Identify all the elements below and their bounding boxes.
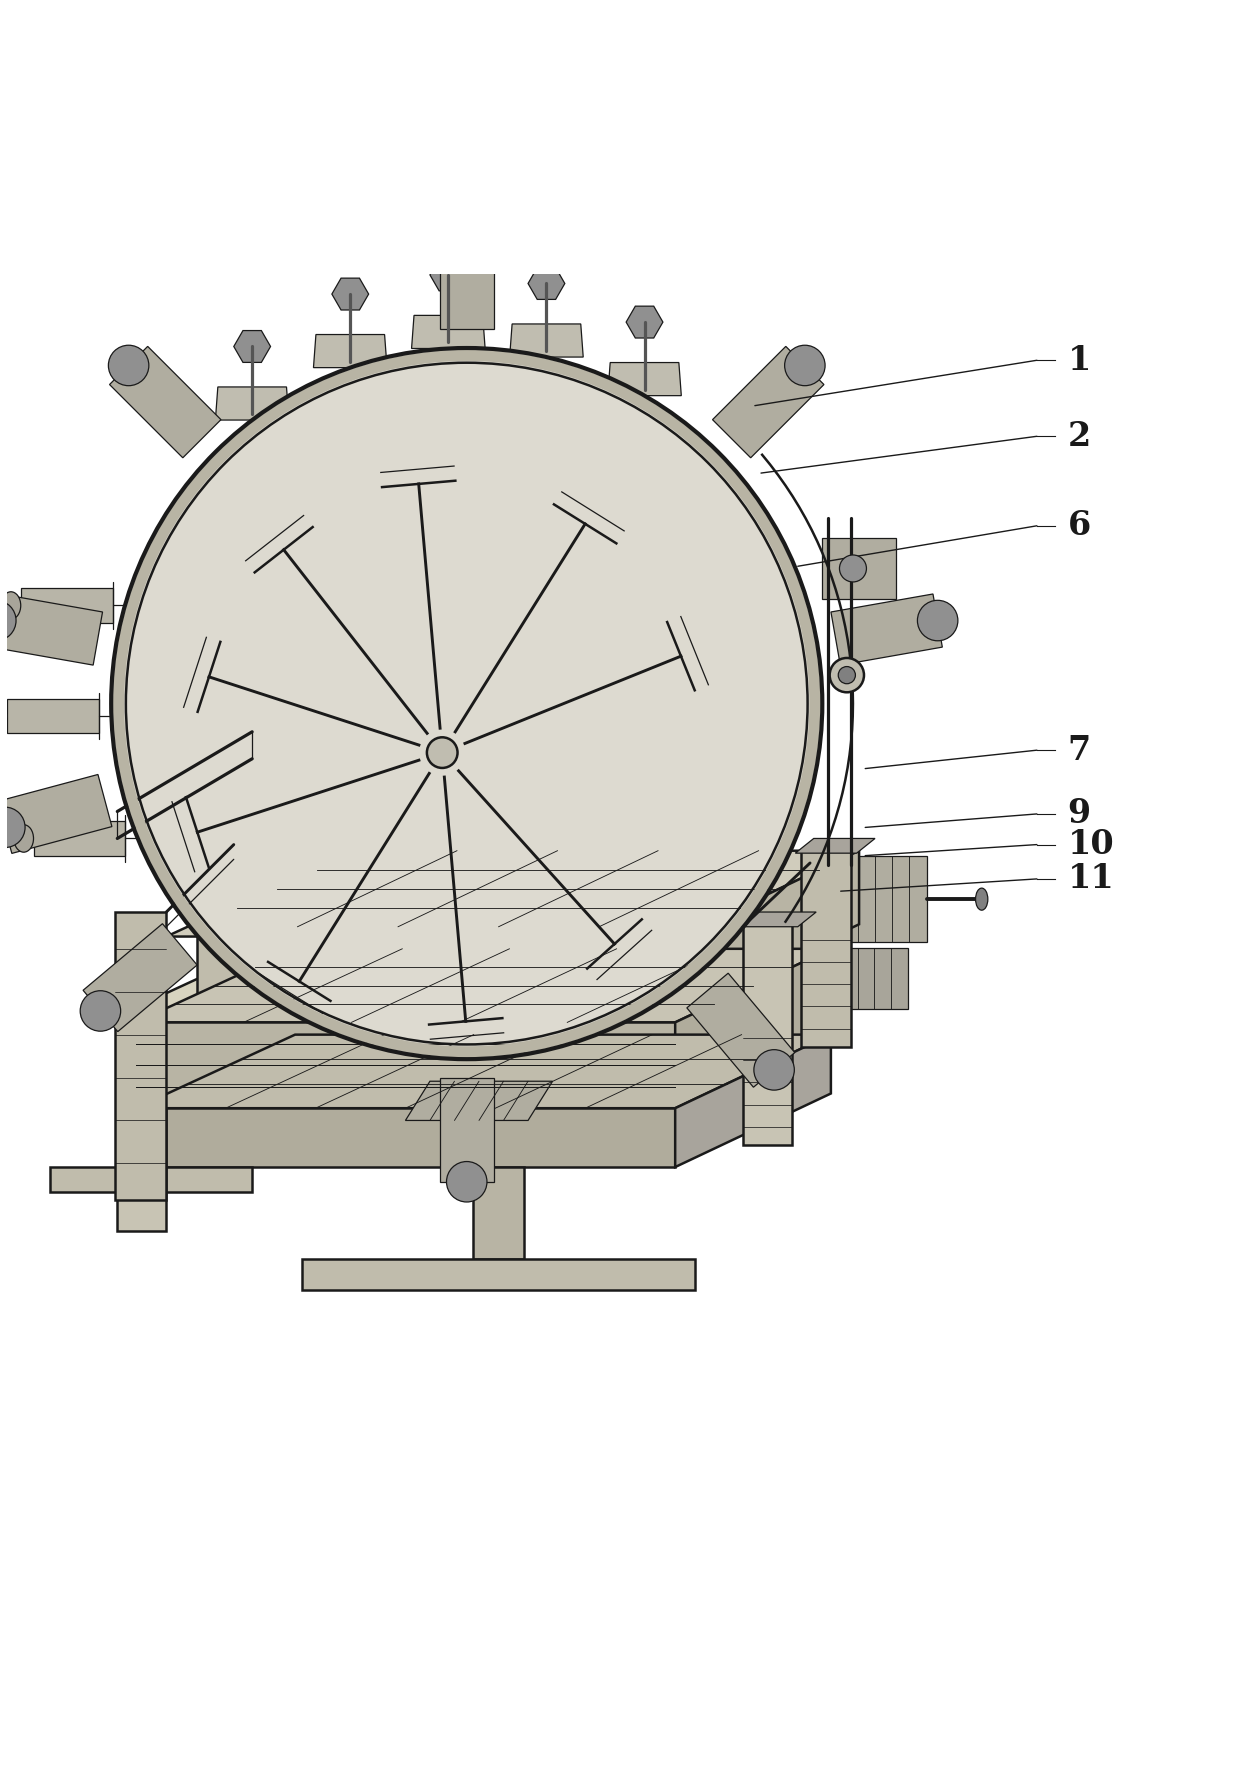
- Polygon shape: [801, 850, 851, 1047]
- Polygon shape: [472, 1166, 525, 1258]
- Polygon shape: [687, 973, 795, 1088]
- Polygon shape: [260, 950, 339, 1014]
- Polygon shape: [129, 1010, 681, 1085]
- Polygon shape: [381, 467, 456, 502]
- Ellipse shape: [838, 667, 856, 683]
- Polygon shape: [118, 1108, 166, 1230]
- Ellipse shape: [839, 556, 867, 582]
- Ellipse shape: [830, 659, 864, 692]
- Polygon shape: [0, 595, 103, 666]
- Polygon shape: [608, 362, 681, 396]
- Polygon shape: [129, 1085, 681, 1157]
- Text: 9: 9: [1068, 797, 1091, 831]
- Polygon shape: [841, 856, 926, 943]
- Polygon shape: [166, 863, 878, 937]
- Polygon shape: [83, 923, 197, 1031]
- Polygon shape: [737, 912, 816, 927]
- Ellipse shape: [446, 206, 487, 245]
- Polygon shape: [135, 950, 831, 1022]
- Polygon shape: [314, 334, 387, 367]
- Text: 11: 11: [1068, 863, 1115, 895]
- Polygon shape: [135, 1022, 675, 1108]
- Polygon shape: [653, 616, 708, 696]
- Polygon shape: [109, 346, 221, 458]
- Polygon shape: [822, 538, 895, 600]
- Ellipse shape: [1, 591, 21, 619]
- Ellipse shape: [81, 990, 120, 1031]
- Ellipse shape: [108, 344, 149, 385]
- Polygon shape: [699, 850, 859, 1001]
- Ellipse shape: [0, 600, 16, 641]
- Ellipse shape: [0, 808, 25, 848]
- Polygon shape: [675, 1035, 831, 1166]
- Ellipse shape: [446, 1161, 487, 1202]
- Polygon shape: [430, 259, 466, 291]
- Polygon shape: [21, 588, 113, 623]
- Polygon shape: [528, 268, 565, 300]
- Polygon shape: [332, 279, 368, 311]
- Ellipse shape: [754, 1049, 795, 1090]
- Polygon shape: [197, 927, 699, 1001]
- Polygon shape: [234, 330, 270, 362]
- Polygon shape: [246, 515, 321, 584]
- Polygon shape: [428, 1003, 503, 1038]
- Polygon shape: [50, 1166, 252, 1191]
- Polygon shape: [743, 925, 791, 1145]
- Ellipse shape: [785, 344, 825, 385]
- Text: 7: 7: [1068, 733, 1091, 767]
- Polygon shape: [440, 225, 494, 328]
- Polygon shape: [172, 793, 223, 872]
- Text: 2: 2: [1068, 421, 1091, 453]
- Polygon shape: [303, 1258, 694, 1290]
- Polygon shape: [270, 815, 317, 950]
- Polygon shape: [33, 822, 125, 856]
- Ellipse shape: [427, 737, 458, 769]
- Polygon shape: [405, 1081, 553, 1120]
- Polygon shape: [135, 1035, 831, 1108]
- Polygon shape: [184, 637, 234, 717]
- Polygon shape: [7, 699, 99, 733]
- Polygon shape: [129, 937, 841, 1010]
- Text: 1: 1: [1068, 344, 1091, 376]
- Polygon shape: [216, 387, 289, 421]
- Polygon shape: [115, 912, 166, 1200]
- Text: 10: 10: [1068, 829, 1115, 861]
- Polygon shape: [841, 948, 908, 1010]
- Polygon shape: [546, 492, 624, 556]
- Polygon shape: [713, 346, 823, 458]
- Polygon shape: [0, 774, 112, 854]
- Text: 6: 6: [1068, 509, 1091, 543]
- Polygon shape: [795, 838, 875, 854]
- Polygon shape: [440, 1077, 494, 1182]
- Polygon shape: [626, 305, 663, 337]
- Polygon shape: [831, 595, 942, 666]
- Polygon shape: [578, 909, 652, 980]
- Polygon shape: [412, 316, 485, 348]
- Ellipse shape: [0, 703, 7, 730]
- Polygon shape: [510, 325, 583, 357]
- Ellipse shape: [918, 600, 957, 641]
- Ellipse shape: [112, 348, 822, 1060]
- Polygon shape: [197, 850, 859, 927]
- Ellipse shape: [976, 888, 988, 911]
- Polygon shape: [675, 950, 831, 1108]
- Ellipse shape: [14, 825, 33, 852]
- Polygon shape: [135, 1108, 675, 1166]
